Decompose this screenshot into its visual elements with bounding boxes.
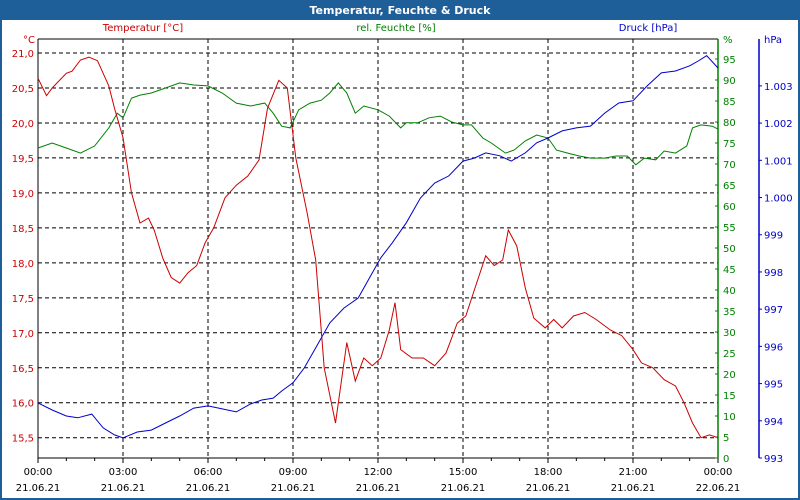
temperature-tick-label: 21,0 [12, 49, 34, 60]
x-tick-time: 21:00 [619, 467, 648, 478]
x-tick-date: 22.06.21 [696, 483, 741, 494]
x-tick-date: 21.06.21 [526, 483, 571, 494]
pressure-tick-label: 1.003 [764, 82, 793, 93]
x-tick-date: 21.06.21 [101, 483, 146, 494]
temperature-tick-label: 20,0 [12, 119, 34, 130]
humidity-tick-label: 80 [723, 118, 736, 129]
temperature-tick-label: 18,0 [12, 259, 34, 270]
window-title: Temperatur, Feuchte & Druck [2, 2, 798, 20]
humidity-unit: % [723, 35, 733, 46]
pressure-tick-label: 1.001 [764, 156, 793, 167]
humidity-tick-label: 55 [723, 223, 736, 234]
pressure-tick-label: 994 [764, 417, 783, 428]
temperature-tick-label: 16,0 [12, 399, 34, 410]
humidity-tick-label: 90 [723, 76, 736, 87]
temperature-legend: Temperatur [°C] [102, 23, 183, 34]
grid [38, 39, 718, 458]
humidity-tick-label: 65 [723, 181, 736, 192]
humidity-tick-label: 60 [723, 202, 736, 213]
humidity-tick-label: 5 [723, 433, 729, 444]
x-tick-date: 21.06.21 [611, 483, 656, 494]
humidity-tick-label: 0 [723, 454, 729, 465]
humidity-tick-label: 35 [723, 307, 736, 318]
humidity-tick-label: 15 [723, 391, 736, 402]
series [37, 55, 719, 439]
pressure-tick-label: 1.000 [764, 194, 793, 205]
temperature-tick-label: 17,5 [12, 294, 34, 305]
pressure-tick-label: 997 [764, 305, 783, 316]
x-tick-time: 15:00 [449, 467, 478, 478]
x-tick-date: 21.06.21 [356, 483, 401, 494]
pressure-unit: hPa [764, 35, 782, 46]
pressure-tick-label: 993 [764, 454, 783, 465]
temperature-tick-label: 16,5 [12, 364, 34, 375]
axes: 15,5 16,0 16,5 17,0 17,5 18,0 18,5 19,0 19,5 20,0… [12, 38, 793, 494]
temperature-series-line [37, 56, 719, 439]
humidity-tick-label: 30 [723, 328, 736, 339]
x-tick-time: 00:00 [704, 467, 733, 478]
temperature-tick-label: 19,5 [12, 154, 34, 165]
x-tick-date: 21.06.21 [441, 483, 486, 494]
pressure-legend: Druck [hPa] [619, 23, 678, 34]
pressure-tick-label: 1.002 [764, 119, 793, 130]
humidity-tick-label: 25 [723, 349, 736, 360]
x-tick-date: 21.06.21 [271, 483, 316, 494]
humidity-series-line [37, 82, 719, 166]
x-tick-time: 12:00 [364, 467, 393, 478]
humidity-tick-label: 95 [723, 55, 736, 66]
x-tick-time: 03:00 [109, 467, 138, 478]
humidity-tick-label: 85 [723, 97, 736, 108]
humidity-tick-label: 20 [723, 370, 736, 381]
humidity-tick-label: 45 [723, 265, 736, 276]
temperature-tick-label: 20,5 [12, 84, 34, 95]
temperature-tick-label: 18,5 [12, 224, 34, 235]
temperature-unit: °C [23, 35, 35, 46]
pressure-tick-label: 996 [764, 342, 783, 353]
pressure-tick-label: 995 [764, 380, 783, 391]
pressure-tick-label: 998 [764, 268, 783, 279]
temperature-tick-label: 19,0 [12, 189, 34, 200]
humidity-tick-label: 75 [723, 139, 736, 150]
x-tick-time: 06:00 [194, 467, 223, 478]
x-tick-time: 18:00 [534, 467, 563, 478]
x-tick-date: 21.06.21 [186, 483, 231, 494]
humidity-tick-label: 40 [723, 286, 736, 297]
humidity-tick-label: 50 [723, 244, 736, 255]
x-tick-date: 21.06.21 [16, 483, 61, 494]
x-tick-time: 09:00 [279, 467, 308, 478]
pressure-series-line [37, 55, 719, 439]
humidity-tick-label: 10 [723, 412, 736, 423]
temperature-tick-label: 17,0 [12, 329, 34, 340]
humidity-tick-label: 70 [723, 160, 736, 171]
x-tick-time: 00:00 [24, 467, 53, 478]
pressure-tick-label: 999 [764, 231, 783, 242]
humidity-legend: rel. Feuchte [%] [356, 23, 435, 34]
temperature-tick-label: 15,5 [12, 434, 34, 445]
